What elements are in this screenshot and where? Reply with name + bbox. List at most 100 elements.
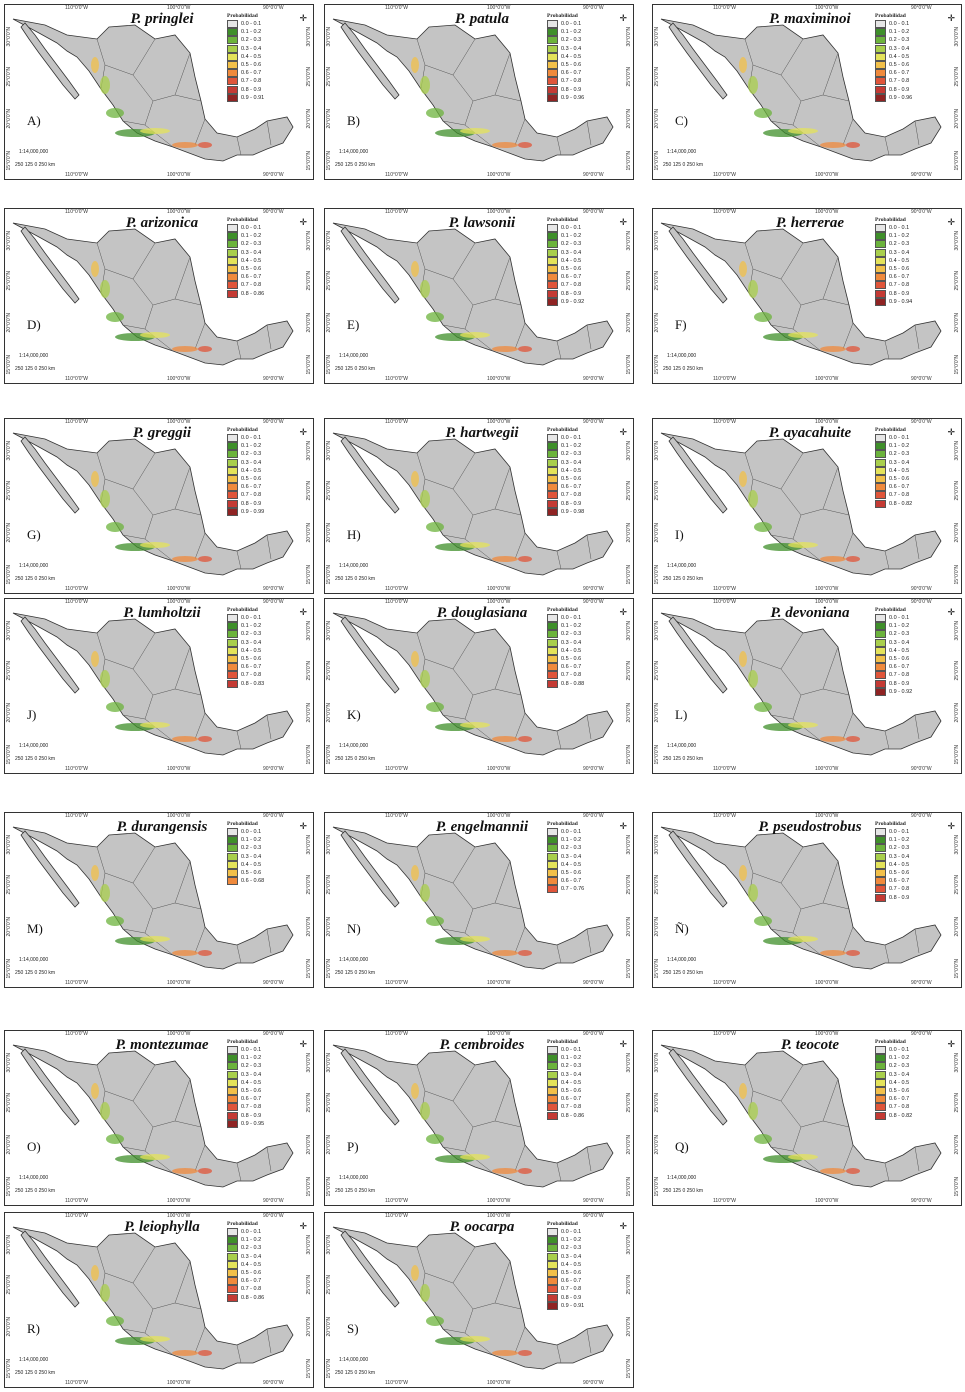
legend-swatch: [875, 655, 886, 664]
legend-entry: 0.3 - 0.4: [875, 852, 937, 861]
baja-peninsula: [668, 616, 728, 694]
legend-entry: 0.8 - 0.9: [547, 499, 609, 508]
legend-entry: 0.6 - 0.7: [227, 1277, 289, 1286]
panel-letter: O): [27, 1139, 41, 1154]
latitude-label: 20°0'0"N: [6, 1317, 12, 1337]
latitude-label: 15°0'0"N: [306, 1177, 312, 1197]
mexico-map: [332, 826, 614, 970]
legend-label: 0.5 - 0.6: [241, 266, 262, 273]
legend-swatch: [875, 499, 886, 508]
legend-title: Probabilidad: [875, 1039, 906, 1045]
legend-label: 0.2 - 0.3: [561, 631, 582, 638]
latitude-label: 15°0'0"N: [6, 151, 12, 171]
legend-swatch: [227, 1062, 238, 1071]
legend-swatch: [547, 860, 558, 869]
legend-label: 0.3 - 0.4: [241, 45, 262, 52]
latitude-label: 20°0'0"N: [306, 313, 312, 333]
legend-entry: 0.6 - 0.68: [227, 877, 289, 886]
legend-entry: 0.1 - 0.2: [875, 28, 937, 37]
north-arrow-icon: ✛: [947, 427, 955, 437]
probability-patch: [91, 1265, 99, 1281]
state-boundary: [132, 256, 191, 306]
legend-label: 0.3 - 0.4: [561, 459, 582, 466]
state-boundary: [514, 532, 526, 560]
latitude-label: 15°0'0"N: [954, 565, 960, 585]
legend-entry: 0.2 - 0.3: [547, 36, 609, 45]
legend-label: 0.4 - 0.5: [241, 467, 262, 474]
state-boundary: [132, 646, 191, 696]
legend-label: 0.3 - 0.4: [241, 1071, 262, 1078]
latitude-label: 20°0'0"N: [626, 1317, 632, 1337]
legend-label: 0.1 - 0.2: [889, 233, 910, 240]
legend-label: 0.9 - 0.91: [241, 94, 265, 101]
legend-swatch: [227, 1103, 238, 1112]
longitude-label: 110°0'0"W: [65, 172, 88, 178]
longitude-label: 100°0'0"W: [815, 5, 839, 11]
legend-swatch: [875, 52, 886, 61]
legend-label: 0.8 - 0.9: [889, 290, 910, 297]
legend-entry: 0.4 - 0.5: [547, 1260, 609, 1269]
legend-entry: 0.1 - 0.2: [547, 1236, 609, 1245]
state-boundary: [266, 1328, 272, 1354]
probability-legend: Probabilidad 0.0 - 0.1 0.1 - 0.2 0.2 - 0.3 0…: [875, 13, 937, 102]
longitude-label: 90°0'0"W: [263, 1380, 284, 1386]
legend-label: 0.5 - 0.6: [561, 1088, 582, 1095]
probability-legend: Probabilidad 0.0 - 0.1 0.1 - 0.2 0.2 - 0.3 0…: [875, 427, 937, 508]
state-boundary: [452, 1260, 511, 1310]
longitude-label: 110°0'0"W: [385, 172, 408, 178]
latitude-label: 15°0'0"N: [954, 745, 960, 765]
legend-label: 0.3 - 0.4: [561, 853, 582, 860]
probability-patch: [198, 1350, 212, 1356]
state-boundary: [514, 1326, 526, 1354]
legend-swatch: [227, 499, 238, 508]
legend-swatch: [875, 1054, 886, 1063]
longitude-label: 100°0'0"W: [167, 766, 191, 772]
legend-label: 0.4 - 0.5: [241, 1261, 262, 1268]
latitude-label: 25°0'0"N: [306, 1275, 312, 1295]
probability-patch: [820, 736, 846, 742]
legend-label: 0.7 - 0.8: [561, 672, 582, 679]
probability-patch: [748, 76, 758, 94]
probability-patch: [460, 128, 490, 134]
latitude-label: 15°0'0"N: [626, 1177, 632, 1197]
legend-label: 0.0 - 0.1: [889, 225, 910, 232]
latitude-label: 30°0'0"N: [6, 835, 12, 855]
state-boundary: [132, 1078, 191, 1128]
legend-entry: 0.4 - 0.5: [227, 1260, 289, 1269]
state-boundary: [780, 466, 839, 516]
longitude-label: 110°0'0"W: [713, 766, 736, 772]
state-boundary: [236, 944, 242, 964]
legend-entry: 0.0 - 0.1: [227, 1046, 289, 1055]
probability-patch: [492, 950, 518, 956]
longitude-label: 90°0'0"W: [911, 1198, 932, 1204]
legend-swatch: [547, 1103, 558, 1112]
panel-letter: G): [27, 527, 41, 542]
legend-entry: 0.2 - 0.3: [547, 450, 609, 459]
latitude-label: 15°0'0"N: [626, 1359, 632, 1379]
state-boundary: [236, 1344, 242, 1364]
probability-patch: [460, 936, 490, 942]
mexico-map: [12, 222, 294, 366]
legend-entry: 0.9 - 0.94: [875, 297, 937, 306]
scale-bar: 250 125 0 250 km: [663, 366, 704, 372]
probability-patch: [426, 1316, 444, 1326]
legend-label: 0.2 - 0.3: [889, 1063, 910, 1070]
scale-ratio: 1:14,000,000: [19, 149, 49, 155]
probability-patch: [846, 346, 860, 352]
state-boundary: [452, 646, 511, 696]
state-boundary: [174, 508, 202, 516]
legend-entry: 0.5 - 0.6: [227, 1269, 289, 1278]
legend-label: 0.3 - 0.4: [561, 639, 582, 646]
legend-entry: 0.9 - 0.96: [547, 93, 609, 102]
longitude-label: 90°0'0"W: [583, 586, 604, 592]
state-boundary: [452, 256, 511, 306]
legend-entry: 0.9 - 0.95: [227, 1119, 289, 1128]
species-title: P. cembroides: [439, 1037, 525, 1053]
scale-ratio: 1:14,000,000: [19, 1175, 49, 1181]
legend-label: 0.2 - 0.3: [241, 845, 262, 852]
probability-patch: [106, 522, 124, 532]
legend-entry: 0.0 - 0.1: [227, 434, 289, 443]
longitude-label: 100°0'0"W: [487, 586, 511, 592]
state-boundary: [884, 136, 890, 156]
longitude-label: 100°0'0"W: [487, 376, 511, 382]
